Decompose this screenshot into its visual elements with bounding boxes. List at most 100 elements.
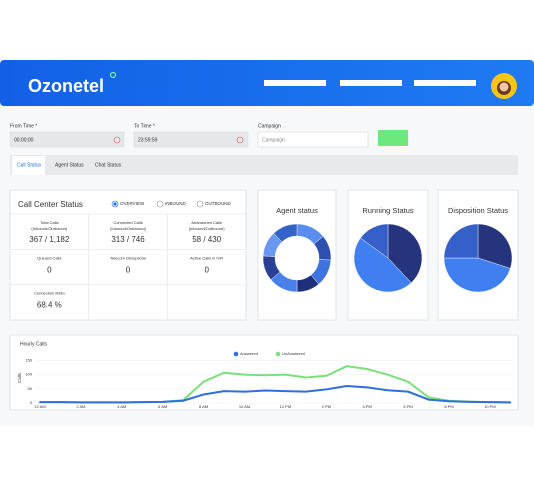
line-point bbox=[386, 389, 389, 392]
line-series bbox=[40, 384, 511, 404]
line-point bbox=[366, 386, 369, 389]
to-time-input[interactable] bbox=[133, 131, 249, 148]
stat-value: 68.4 % bbox=[37, 301, 62, 310]
line-point bbox=[243, 390, 246, 393]
from-time-input[interactable] bbox=[9, 131, 125, 148]
chart-slice bbox=[353, 237, 412, 293]
line-point bbox=[366, 368, 369, 370]
stat-label: Queued Calls bbox=[37, 255, 61, 260]
radio[interactable] bbox=[156, 200, 164, 208]
line-point bbox=[120, 401, 123, 404]
campaign-input[interactable] bbox=[257, 131, 369, 148]
line-point bbox=[345, 365, 348, 368]
line-point bbox=[345, 385, 348, 387]
tab[interactable]: Call Status bbox=[17, 162, 42, 168]
x-tick-label: 6 AM bbox=[158, 404, 167, 409]
stat-cell bbox=[167, 249, 247, 285]
chart-slice bbox=[477, 223, 513, 269]
x-tick-label: 12 PM bbox=[280, 404, 292, 409]
y-axis-label: Calls bbox=[17, 372, 22, 383]
panel-title: Running Status bbox=[362, 206, 414, 215]
line-point bbox=[223, 371, 225, 374]
logo[interactable]: Ozonetel bbox=[28, 76, 104, 96]
panel-title: Disposition Status bbox=[448, 206, 508, 215]
line-point bbox=[202, 393, 205, 396]
x-tick-label: 12 AM bbox=[34, 404, 45, 409]
stat-label: Active Calls in IVR bbox=[190, 255, 223, 260]
line-point bbox=[80, 401, 82, 404]
line-point bbox=[468, 400, 471, 403]
line-point bbox=[427, 396, 430, 399]
line-point bbox=[243, 373, 246, 376]
line-point bbox=[509, 401, 512, 404]
x-tick-label: 10 AM bbox=[239, 404, 250, 409]
x-tick-label: 2 AM bbox=[76, 404, 85, 409]
line-point bbox=[202, 380, 205, 383]
clock-icon[interactable] bbox=[236, 136, 244, 144]
call-center-panel bbox=[9, 189, 247, 321]
line-point bbox=[182, 399, 185, 402]
nav-item[interactable] bbox=[264, 80, 326, 86]
line-point bbox=[284, 390, 287, 392]
line-point bbox=[325, 374, 328, 377]
legend-label[interactable]: Answered bbox=[240, 351, 258, 356]
stat-value: 367 / 1,182 bbox=[29, 235, 70, 244]
radio-label: OVERVIEW bbox=[120, 201, 145, 206]
nav-item[interactable] bbox=[340, 80, 402, 86]
tab[interactable]: Chat Status bbox=[95, 162, 122, 168]
y-tick-label: 50 bbox=[28, 386, 33, 391]
x-tick-label: 6 PM bbox=[403, 404, 412, 409]
avatar[interactable] bbox=[491, 73, 517, 99]
line-point bbox=[407, 390, 409, 393]
stat-value: 0 bbox=[204, 265, 209, 274]
input-value: 23:59:59 bbox=[138, 137, 158, 143]
active-tab[interactable] bbox=[12, 156, 45, 175]
submit-button[interactable] bbox=[378, 130, 408, 146]
nav-item[interactable] bbox=[414, 80, 476, 86]
line-point bbox=[264, 389, 266, 392]
stat-value: 313 / 746 bbox=[111, 235, 145, 244]
stat-label: Total Calls bbox=[40, 220, 58, 225]
chart-slice bbox=[273, 223, 298, 243]
line-point bbox=[161, 400, 164, 403]
field-label: From Time * bbox=[10, 123, 37, 129]
line-point bbox=[141, 401, 144, 404]
radio-label: INBOUND bbox=[165, 201, 187, 206]
logo-dot bbox=[109, 71, 117, 79]
line-point bbox=[304, 376, 307, 379]
chart-slice bbox=[360, 223, 389, 259]
line-point bbox=[325, 388, 328, 391]
x-tick-label: 8 AM bbox=[199, 404, 208, 409]
input-placeholder: Campaign bbox=[262, 137, 285, 143]
clock-icon[interactable] bbox=[113, 136, 121, 144]
line-point bbox=[304, 390, 307, 393]
field-label: To Time * bbox=[134, 123, 155, 129]
x-tick-label: 2 PM bbox=[322, 404, 331, 409]
line-point bbox=[284, 373, 287, 376]
input-value: 00:00:00 bbox=[14, 137, 34, 143]
tab[interactable]: Agent Status bbox=[55, 162, 84, 168]
legend-label[interactable]: UnAnswered bbox=[282, 351, 305, 356]
stat-sublabel: (Inbound/Outbound) bbox=[110, 226, 146, 231]
chart-slice bbox=[443, 223, 479, 259]
field-label: Campaign bbox=[258, 123, 281, 129]
y-tick-label: 100 bbox=[25, 372, 32, 377]
line-point bbox=[427, 398, 430, 401]
x-tick-label: 8 PM bbox=[444, 404, 453, 409]
radio[interactable] bbox=[196, 200, 204, 208]
stat-label: Connected Calls bbox=[113, 220, 142, 225]
stat-value: 58 / 430 bbox=[192, 235, 221, 244]
line-point bbox=[448, 400, 450, 403]
y-tick-label: 150 bbox=[25, 358, 32, 363]
panel-title: Agent status bbox=[276, 206, 318, 215]
line-point bbox=[100, 401, 103, 404]
tab-bar bbox=[10, 155, 518, 175]
stat-value: 0 bbox=[126, 265, 131, 274]
legend-marker bbox=[275, 351, 281, 357]
x-tick-label: 10 PM bbox=[484, 404, 496, 409]
line-point bbox=[223, 390, 225, 392]
radio-label: OUTBOUND bbox=[205, 201, 232, 206]
y-tick-label: 0 bbox=[30, 400, 33, 405]
